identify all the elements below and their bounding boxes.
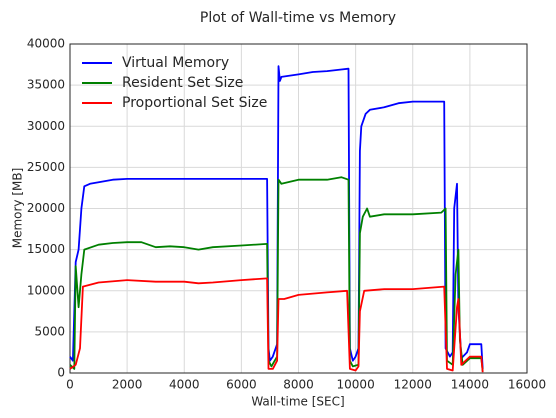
x-tick-label: 2000 bbox=[112, 378, 143, 392]
y-tick-label: 5000 bbox=[34, 324, 65, 338]
x-tick-label: 4000 bbox=[169, 378, 200, 392]
series-line bbox=[69, 176, 484, 372]
x-tick-label: 16000 bbox=[508, 378, 546, 392]
y-tick-label: 40000 bbox=[27, 37, 65, 51]
y-axis-label: Memory [MB] bbox=[11, 168, 25, 249]
series-line bbox=[69, 65, 484, 369]
legend-label: Resident Set Size bbox=[122, 75, 243, 91]
y-tick-label: 20000 bbox=[27, 201, 65, 215]
x-axis-label: Wall-time [SEC] bbox=[251, 395, 344, 409]
x-tick-label: 14000 bbox=[451, 378, 489, 392]
plot-frame bbox=[69, 43, 528, 374]
y-tick-label: 30000 bbox=[27, 119, 65, 133]
x-tick-label: 10000 bbox=[337, 378, 375, 392]
legend-label: Proportional Set Size bbox=[122, 95, 267, 111]
chart-title: Plot of Wall-time vs Memory bbox=[200, 10, 396, 26]
y-tick-label: 25000 bbox=[27, 160, 65, 174]
x-tick-label: 6000 bbox=[226, 378, 257, 392]
x-tick-label: 8000 bbox=[283, 378, 314, 392]
y-tick-label: 15000 bbox=[27, 242, 65, 256]
x-tick-label: 0 bbox=[66, 378, 74, 392]
y-tick-label: 0 bbox=[57, 366, 65, 380]
y-tick-label: 35000 bbox=[27, 78, 65, 92]
series-line bbox=[69, 277, 484, 373]
x-tick-label: 12000 bbox=[394, 378, 432, 392]
y-tick-label: 10000 bbox=[27, 283, 65, 297]
legend-label: Virtual Memory bbox=[122, 55, 229, 71]
